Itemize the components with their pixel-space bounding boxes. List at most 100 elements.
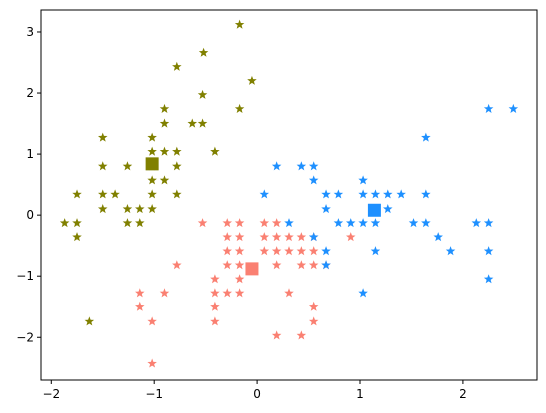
x-tick-label: −2 <box>42 387 60 401</box>
data-point-series-1-28 <box>210 288 220 298</box>
data-point-series-2-16 <box>321 204 331 214</box>
data-point-series-2-9 <box>321 189 331 199</box>
data-point-series-1-27 <box>234 274 245 284</box>
data-point-series-0-25 <box>97 189 108 199</box>
data-point-series-2-15 <box>421 189 431 199</box>
data-point-series-0-8 <box>187 118 198 128</box>
data-point-series-0-20 <box>147 175 157 185</box>
data-point-series-1-41 <box>296 330 307 340</box>
data-point-series-1-31 <box>135 288 145 298</box>
data-point-series-1-8 <box>271 232 282 242</box>
y-tick-label: −1 <box>16 269 34 283</box>
data-point-series-1-35 <box>135 301 145 311</box>
data-point-series-0-0 <box>234 19 245 29</box>
centroid-marker-series-1 <box>245 262 259 276</box>
data-point-series-0-1 <box>198 47 209 57</box>
data-point-series-1-30 <box>234 288 245 298</box>
x-tick-label: −1 <box>145 387 163 401</box>
data-point-series-1-19 <box>222 260 233 270</box>
data-point-series-2-14 <box>396 189 406 199</box>
x-tick-label: 2 <box>459 387 467 401</box>
y-tick-label: 1 <box>26 147 34 161</box>
data-point-series-1-33 <box>284 288 294 298</box>
data-point-series-2-32 <box>445 246 456 256</box>
data-point-series-0-6 <box>234 103 245 113</box>
data-point-series-0-15 <box>210 146 220 156</box>
data-point-series-0-4 <box>197 89 208 99</box>
data-point-series-0-22 <box>147 189 157 199</box>
data-point-series-1-7 <box>259 232 270 242</box>
x-tick-label: 1 <box>356 387 364 401</box>
centroids-layer <box>145 157 381 276</box>
data-point-series-2-2 <box>421 132 431 142</box>
data-point-series-1-24 <box>308 260 319 270</box>
data-point-series-0-35 <box>72 232 82 242</box>
data-point-series-0-36 <box>84 316 95 326</box>
data-point-series-1-16 <box>284 246 294 256</box>
data-point-series-2-29 <box>433 232 443 242</box>
data-point-series-2-34 <box>321 260 331 270</box>
data-point-series-1-23 <box>296 260 307 270</box>
y-tick-label: 3 <box>26 25 34 39</box>
data-point-series-2-6 <box>308 175 319 185</box>
data-point-series-0-32 <box>72 218 82 228</box>
data-point-series-0-14 <box>172 146 182 156</box>
data-point-series-2-26 <box>471 218 482 228</box>
data-point-series-0-26 <box>110 189 120 199</box>
y-tick-label: 0 <box>26 208 34 222</box>
data-point-series-2-27 <box>483 218 494 228</box>
data-point-series-0-3 <box>247 75 257 85</box>
data-point-series-0-11 <box>147 132 157 142</box>
data-point-series-0-28 <box>122 204 133 214</box>
data-point-series-1-37 <box>210 316 220 326</box>
data-point-series-2-8 <box>259 189 270 199</box>
data-point-series-1-43 <box>345 232 356 242</box>
data-point-series-2-18 <box>383 204 393 214</box>
data-point-series-2-28 <box>308 232 319 242</box>
data-point-series-2-22 <box>358 218 368 228</box>
data-point-series-0-24 <box>72 189 82 199</box>
data-point-series-2-10 <box>333 189 344 199</box>
data-point-series-2-36 <box>358 288 368 298</box>
data-point-series-1-40 <box>271 330 282 340</box>
data-point-series-0-30 <box>147 204 157 214</box>
data-point-series-0-10 <box>97 132 108 142</box>
data-point-series-1-17 <box>296 246 307 256</box>
centroid-marker-series-0 <box>145 157 159 171</box>
y-axis-ticks: −2 −1 0 1 2 3 <box>16 25 41 344</box>
x-tick-label: 0 <box>253 387 261 401</box>
data-point-series-2-1 <box>508 103 519 113</box>
x-axis-ticks: −2 −1 0 1 2 <box>42 380 467 401</box>
data-point-series-2-30 <box>321 246 331 256</box>
centroid-marker-series-2 <box>367 203 381 217</box>
points-layer <box>59 19 519 368</box>
data-point-series-0-31 <box>59 218 70 228</box>
data-point-series-0-27 <box>97 204 108 214</box>
data-point-series-0-13 <box>147 146 157 156</box>
data-point-series-1-21 <box>172 260 182 270</box>
data-point-series-2-5 <box>308 161 319 171</box>
data-point-series-0-12 <box>159 146 170 156</box>
data-point-series-2-11 <box>358 189 368 199</box>
data-point-series-2-19 <box>284 218 294 228</box>
data-point-series-2-31 <box>370 246 381 256</box>
data-point-series-0-23 <box>172 189 182 199</box>
data-point-series-0-21 <box>159 175 170 185</box>
data-point-series-0-33 <box>122 218 133 228</box>
data-point-series-1-4 <box>271 218 282 228</box>
data-point-series-1-10 <box>296 232 307 242</box>
data-point-series-1-9 <box>284 232 294 242</box>
data-point-series-1-22 <box>271 260 282 270</box>
data-point-series-2-4 <box>296 161 307 171</box>
data-point-series-0-29 <box>135 204 145 214</box>
data-point-series-2-7 <box>358 175 368 185</box>
plot-frame <box>40 9 538 381</box>
y-tick-label: −2 <box>16 330 34 344</box>
data-point-series-2-23 <box>370 218 381 228</box>
data-point-series-1-13 <box>234 246 245 256</box>
data-point-series-1-0 <box>197 218 208 228</box>
data-point-series-1-26 <box>210 274 220 284</box>
data-point-series-1-38 <box>147 316 157 326</box>
